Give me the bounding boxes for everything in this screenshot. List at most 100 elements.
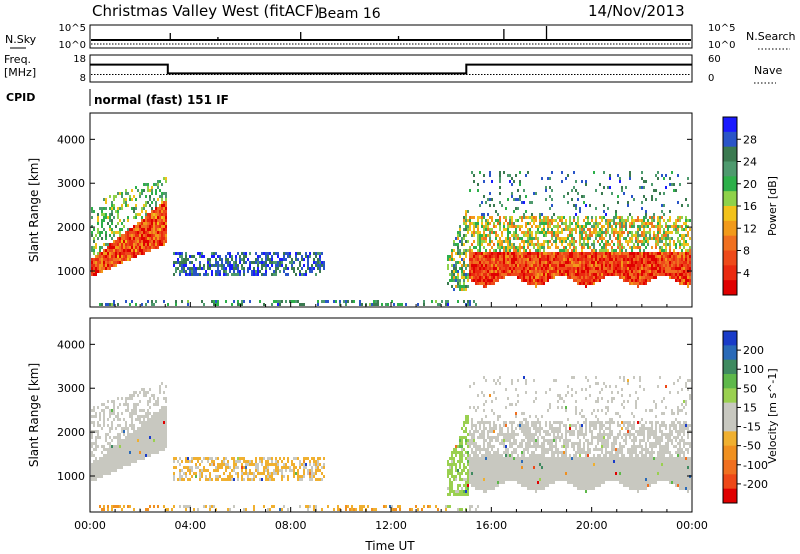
range-gate-cell [483, 430, 485, 433]
range-gate-cell [269, 252, 271, 255]
range-gate-cell [95, 466, 97, 469]
range-gate-cell [607, 240, 609, 243]
range-gate-cell [241, 478, 243, 481]
range-gate-cell [303, 457, 305, 460]
range-gate-cell [155, 231, 157, 234]
range-gate-cell [619, 219, 621, 222]
range-gate-cell [133, 237, 135, 240]
range-gate-cell [253, 463, 255, 466]
range-gate-cell [503, 421, 505, 424]
range-gate-cell [505, 421, 507, 424]
range-gate-cell [559, 264, 561, 267]
range-gate-cell [589, 255, 591, 258]
range-gate-cell [573, 279, 575, 282]
range-gate-cell [621, 216, 623, 219]
range-gate-cell [637, 228, 639, 231]
range-gate-cell [139, 439, 141, 442]
range-gate-cell [527, 216, 529, 219]
range-gate-cell [463, 243, 465, 246]
range-gate-cell [157, 231, 159, 234]
range-gate-cell [677, 240, 679, 243]
range-gate-cell [113, 418, 115, 421]
range-gate-cell [575, 246, 577, 249]
range-gate-cell [99, 267, 101, 270]
range-gate-cell [145, 508, 147, 511]
range-gate-cell [459, 460, 461, 463]
range-gate-cell [157, 186, 159, 189]
range-gate-cell [647, 270, 649, 273]
range-gate-cell [491, 484, 493, 487]
range-gate-cell [131, 300, 133, 303]
range-gate-cell [657, 234, 659, 237]
range-gate-cell [91, 234, 93, 237]
range-gate-cell [245, 252, 247, 255]
range-gate-cell [129, 303, 131, 306]
range-gate-cell [163, 300, 165, 303]
range-gate-cell [489, 436, 491, 439]
range-gate-cell [367, 505, 369, 508]
range-gate-cell [591, 225, 593, 228]
range-gate-cell [667, 264, 669, 267]
range-gate-cell [91, 466, 93, 469]
nsky-strip: N.Sky 10^5 10^0 10^5 10^0 N.Search [5, 23, 796, 51]
range-gate-cell [661, 225, 663, 228]
range-gate-cell [611, 258, 613, 261]
range-gate-cell [549, 264, 551, 267]
range-gate-cell [637, 246, 639, 249]
range-gate-cell [459, 285, 461, 288]
range-gate-cell [173, 472, 175, 475]
range-gate-cell [581, 243, 583, 246]
range-gate-cell [673, 258, 675, 261]
range-gate-cell [479, 466, 481, 469]
range-gate-cell [173, 475, 175, 478]
range-gate-cell [465, 240, 467, 243]
range-gate-cell [115, 261, 117, 264]
range-gate-cell [307, 472, 309, 475]
range-gate-cell [125, 409, 127, 412]
range-gate-cell [453, 240, 455, 243]
range-gate-cell [651, 237, 653, 240]
range-gate-cell [495, 270, 497, 273]
range-gate-cell [483, 409, 485, 412]
range-gate-cell [161, 204, 163, 207]
range-gate-cell [541, 258, 543, 261]
range-gate-cell [677, 255, 679, 258]
range-gate-cell [613, 249, 615, 252]
range-gate-cell [161, 210, 163, 213]
range-gate-cell [461, 264, 463, 267]
range-gate-cell [489, 424, 491, 427]
range-gate-cell [501, 481, 503, 484]
range-gate-cell [99, 469, 101, 472]
range-gate-cell [547, 267, 549, 270]
range-gate-cell [603, 231, 605, 234]
range-gate-cell [607, 219, 609, 222]
range-gate-cell [139, 225, 141, 228]
range-gate-cell [483, 237, 485, 240]
range-gate-cell [541, 270, 543, 273]
range-gate-cell [213, 255, 215, 258]
range-gate-cell [623, 279, 625, 282]
range-gate-cell [497, 418, 499, 421]
range-gate-cell [143, 457, 145, 460]
range-gate-cell [677, 225, 679, 228]
range-gate-cell [545, 276, 547, 279]
range-gate-cell [569, 270, 571, 273]
range-gate-cell [197, 466, 199, 469]
range-gate-cell [99, 418, 101, 421]
range-gate-cell [237, 466, 239, 469]
range-gate-cell [105, 207, 107, 210]
range-gate-cell [569, 261, 571, 264]
range-gate-cell [677, 261, 679, 264]
range-gate-cell [579, 234, 581, 237]
range-gate-cell [255, 466, 257, 469]
range-gate-cell [269, 463, 271, 466]
range-gate-cell [231, 255, 233, 258]
range-gate-cell [523, 270, 525, 273]
range-gate-cell [269, 478, 271, 481]
range-gate-cell [651, 261, 653, 264]
range-gate-cell [95, 270, 97, 273]
range-gate-cell [679, 183, 681, 186]
range-gate-cell [293, 261, 295, 264]
range-gate-cell [117, 457, 119, 460]
range-gate-cell [489, 261, 491, 264]
